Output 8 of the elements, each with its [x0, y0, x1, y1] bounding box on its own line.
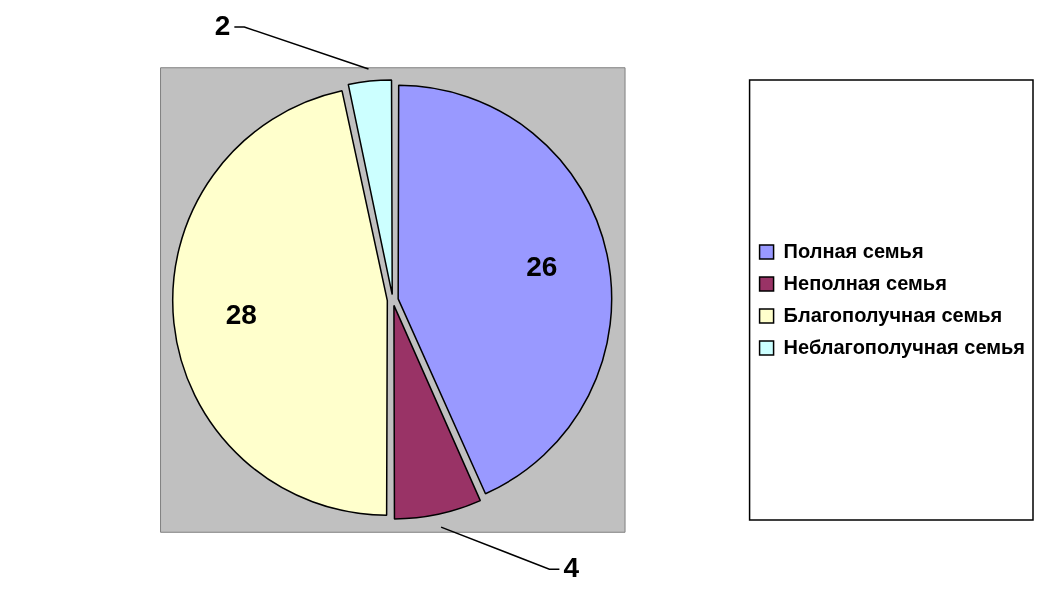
data-label: 2	[214, 9, 231, 41]
legend-label: Благополучная семья	[783, 303, 1003, 326]
data-label: 28	[225, 298, 257, 330]
legend-label: Неполная семья	[783, 271, 947, 294]
legend-label: Полная семья	[783, 239, 924, 262]
legend-label: Неблагополучная семья	[783, 335, 1026, 358]
data-label: 26	[526, 251, 558, 283]
data-label: 4	[563, 551, 580, 583]
